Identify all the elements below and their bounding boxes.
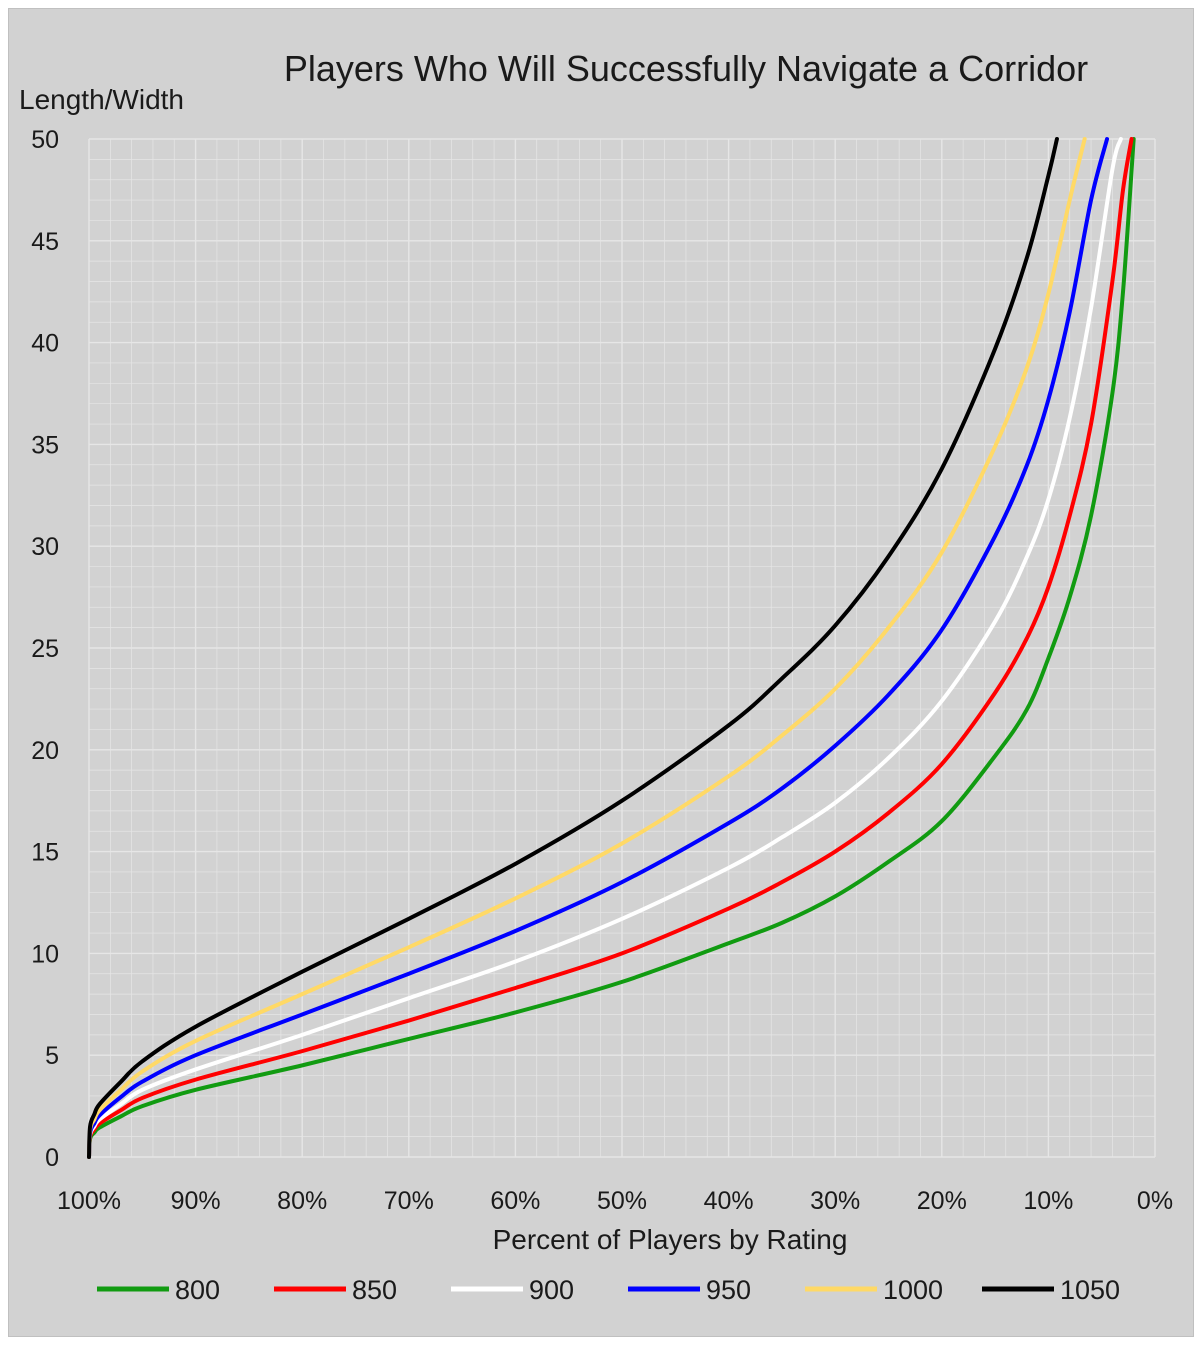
legend-label-1000: 1000 [883,1275,943,1305]
y-tick-label: 45 [31,228,59,256]
y-tick-label: 35 [31,431,59,459]
x-tick-label: 0% [1137,1187,1173,1215]
y-tick-label: 40 [31,330,59,358]
x-tick-label: 60% [490,1187,540,1215]
x-tick-label: 70% [384,1187,434,1215]
legend: 800 850 900 950 1000 1050 [97,1275,1120,1305]
y-tick-label: 10 [31,940,59,968]
line-chart: 0 5 10 15 20 25 30 35 40 45 50 100% 90% 80% 70% 60% 50% 4… [19,48,1173,1305]
chart-container: 0 5 10 15 20 25 30 35 40 45 50 100% 90% 80% 70% 60% 50% 4… [8,8,1194,1337]
series-line-1050 [87,137,1059,1159]
series-line-800 [87,137,1136,1159]
legend-label-1050: 1050 [1060,1275,1120,1305]
axis-ticks: 0 5 10 15 20 25 30 35 40 45 50 100% 90% 80% 70% 60% 50% 4… [31,126,1173,1215]
x-tick-label: 40% [704,1187,754,1215]
series-lines [87,137,1136,1159]
x-tick-label: 80% [277,1187,327,1215]
x-tick-label: 10% [1023,1187,1073,1215]
y-tick-label: 25 [31,635,59,663]
legend-label-950: 950 [706,1275,751,1305]
x-axis-label: Percent of Players by Rating [493,1224,848,1255]
series-line-900 [87,137,1123,1159]
series-line-950 [87,137,1110,1159]
x-tick-label: 50% [597,1187,647,1215]
y-tick-label: 50 [31,126,59,154]
series-line-1000 [87,137,1087,1159]
x-tick-label: 100% [57,1187,121,1215]
grid [88,138,1156,1158]
y-tick-label: 0 [45,1144,59,1172]
y-axis-label: Length/Width [19,84,184,115]
legend-label-800: 800 [175,1275,220,1305]
chart-title: Players Who Will Successfully Navigate a… [284,48,1088,89]
x-tick-label: 90% [171,1187,221,1215]
x-tick-label: 20% [917,1187,967,1215]
y-tick-label: 15 [31,839,59,867]
x-tick-label: 30% [810,1187,860,1215]
legend-label-900: 900 [529,1275,574,1305]
y-tick-label: 30 [31,533,59,561]
y-tick-label: 20 [31,737,59,765]
y-tick-label: 5 [45,1042,59,1070]
legend-label-850: 850 [352,1275,397,1305]
series-line-850 [87,137,1134,1159]
